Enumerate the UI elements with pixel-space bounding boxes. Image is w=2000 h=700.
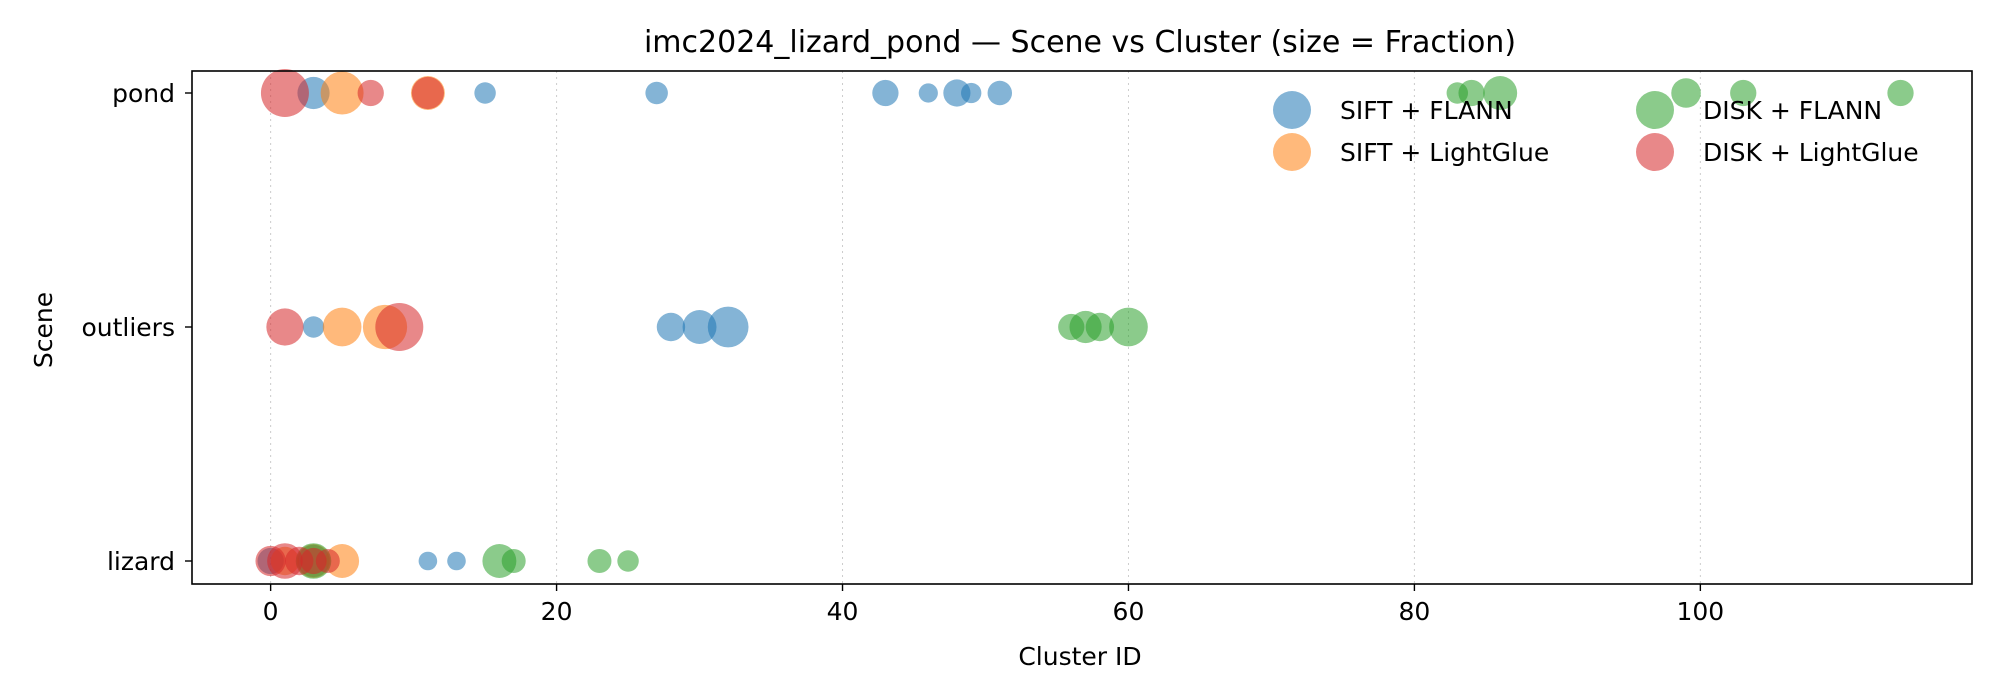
x-tick-label: 0 xyxy=(263,597,279,626)
axis-ticks: 0 20 40 60 80 100 lizard outliers pond xyxy=(81,79,1724,626)
data-point xyxy=(587,549,612,573)
data-point xyxy=(302,316,325,338)
data-point xyxy=(357,79,384,107)
series-3 xyxy=(255,69,445,579)
data-point xyxy=(260,69,309,117)
x-tick-label: 100 xyxy=(1676,597,1724,626)
data-point xyxy=(1730,79,1757,107)
data-point xyxy=(418,551,438,571)
data-point xyxy=(617,550,639,572)
data-point xyxy=(682,310,717,344)
y-tick-label-pond: pond xyxy=(112,79,175,108)
x-tick-label: 40 xyxy=(827,597,859,626)
x-tick-label: 80 xyxy=(1399,597,1431,626)
data-point xyxy=(1458,79,1485,107)
data-point xyxy=(411,76,445,110)
data-point xyxy=(645,81,668,105)
data-point xyxy=(320,71,364,115)
data-point xyxy=(1887,79,1914,107)
data-point xyxy=(707,306,749,348)
y-tick-label-lizard: lizard xyxy=(107,547,175,576)
data-point xyxy=(501,549,526,573)
chart-title: imc2024_lizard_pond — Scene vs Cluster (… xyxy=(644,25,1516,60)
y-tick-label-outliers: outliers xyxy=(81,313,175,342)
data-points xyxy=(255,69,1914,579)
data-point xyxy=(1109,307,1148,347)
data-point xyxy=(1085,312,1115,342)
data-point xyxy=(918,83,938,103)
legend-marker xyxy=(1273,91,1311,129)
legend-label: DISK + FLANN xyxy=(1703,96,1882,125)
data-point xyxy=(872,79,899,107)
data-point xyxy=(961,82,982,104)
x-tick-label: 60 xyxy=(1113,597,1145,626)
legend-label: DISK + LightGlue xyxy=(1703,138,1919,167)
legend-marker xyxy=(1636,91,1674,129)
x-tick-label: 20 xyxy=(541,597,573,626)
x-axis-label: Cluster ID xyxy=(1018,642,1141,671)
grid-lines xyxy=(270,71,1701,584)
data-point xyxy=(656,312,686,342)
legend-marker xyxy=(1636,133,1674,171)
data-point xyxy=(474,82,496,104)
data-point xyxy=(1483,76,1518,110)
y-axis-label: Scene xyxy=(29,292,58,368)
legend-marker xyxy=(1273,133,1311,171)
data-point xyxy=(987,80,1013,106)
data-point xyxy=(315,549,340,573)
legend-label: SIFT + FLANN xyxy=(1340,96,1513,125)
legend-label: SIFT + LightGlue xyxy=(1340,138,1549,167)
legend: SIFT + FLANN SIFT + LightGlue DISK + FLANN… xyxy=(1273,91,1919,171)
data-point xyxy=(375,303,424,351)
data-point xyxy=(1671,78,1701,108)
data-point xyxy=(266,308,304,346)
data-point xyxy=(447,551,466,571)
data-point xyxy=(322,307,362,347)
